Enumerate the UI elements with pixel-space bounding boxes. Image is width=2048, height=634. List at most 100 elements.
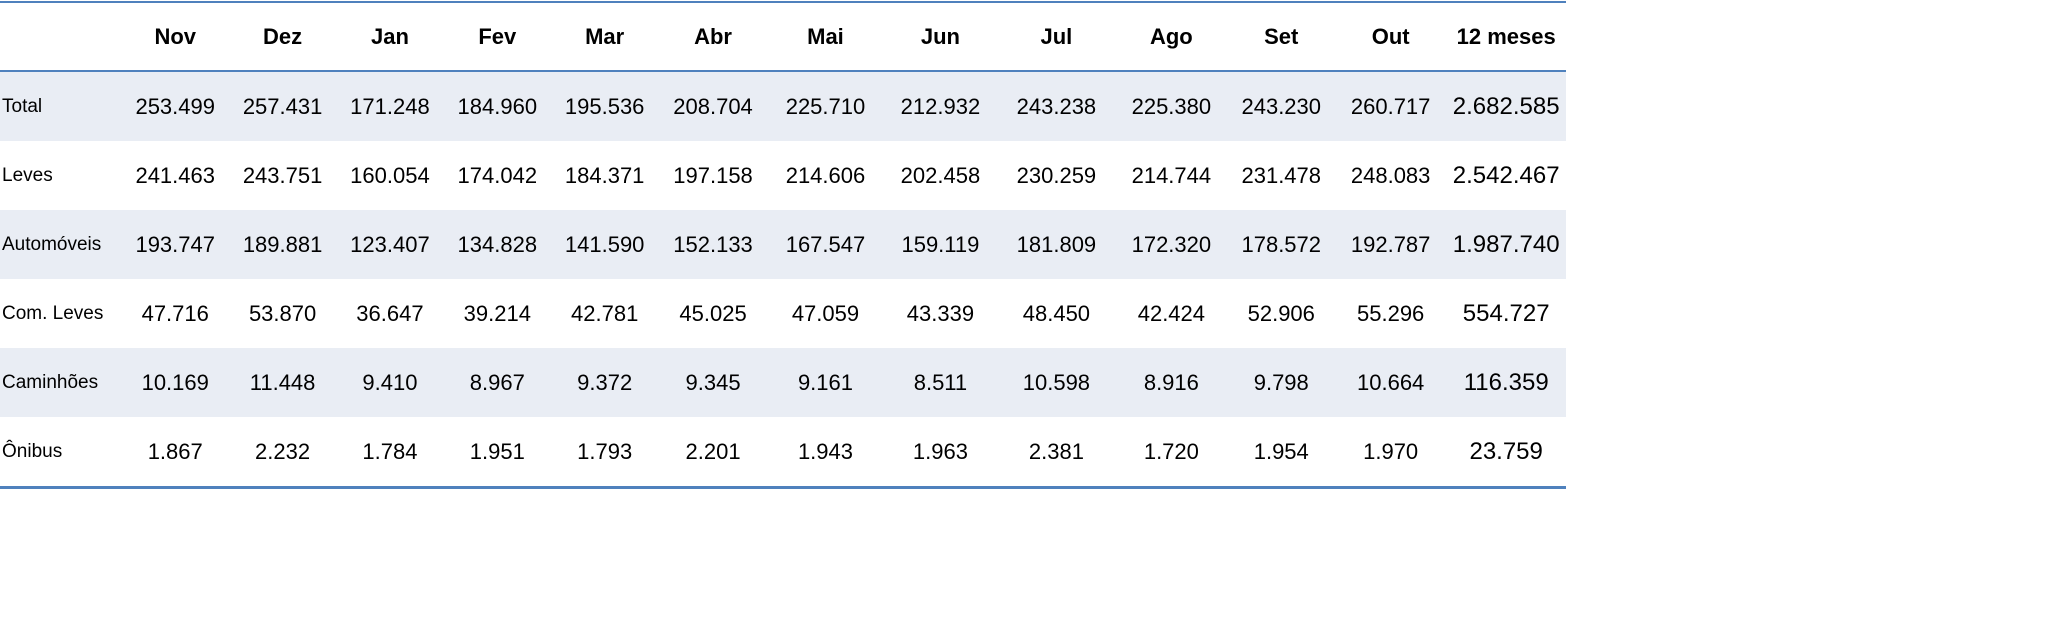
value-cell: 212.932	[900, 93, 981, 119]
value-cell: 47.716	[141, 300, 209, 326]
row-label: Total	[2, 95, 43, 117]
value-cell: 160.054	[350, 162, 430, 188]
value-cell: 48.450	[1022, 300, 1091, 326]
value-cell: 42.781	[571, 300, 639, 326]
value-cell: 253.499	[135, 93, 215, 119]
value-cell: 134.828	[457, 231, 538, 257]
value-cell: 43.339	[906, 300, 975, 326]
column-header: Out	[1334, 2, 1447, 72]
row-label: Com. Leves	[2, 302, 104, 324]
value-cell: 225.380	[1131, 93, 1212, 119]
header-row: Nov Dez Jan Fev Mar Abr Mai Jun Jul Ago Set Out 12 m…	[0, 2, 1566, 72]
table-row: Leves 241.463 243.751 160.054 174.042 184.371…	[0, 141, 1566, 210]
table-row: Ônibus 1.867 2.232 1.784 1.951 1.793 2.201 1.94…	[0, 417, 1566, 488]
value-cell: 1.963	[912, 438, 968, 464]
value-cell: 55.296	[1357, 300, 1425, 326]
value-cell: 1.943	[797, 438, 853, 464]
value-cell: 47.059	[791, 300, 860, 326]
column-header: Nov	[121, 2, 229, 72]
value-cell: 1.970	[1363, 438, 1419, 464]
value-cell: 10.598	[1022, 369, 1091, 395]
value-cell: 159.119	[901, 231, 980, 257]
value-cell: 260.717	[1350, 93, 1431, 119]
value-cell: 1.954	[1253, 438, 1309, 464]
row-label: Ônibus	[2, 440, 63, 462]
value-cell: 10.169	[141, 369, 209, 395]
value-cell: 45.025	[679, 300, 747, 326]
value-cell: 9.372	[577, 369, 633, 395]
value-cell: 11.448	[249, 369, 316, 395]
value-cell: 9.161	[797, 369, 853, 395]
row-label: Automóveis	[2, 233, 102, 255]
value-cell: 184.371	[564, 162, 645, 188]
value-cell: 53.870	[248, 300, 317, 326]
value-cell: 214.744	[1131, 162, 1212, 188]
value-cell: 9.410	[362, 369, 418, 395]
value-cell: 9.345	[685, 369, 741, 395]
value-cell: 193.747	[135, 231, 215, 257]
value-cell: 231.478	[1241, 162, 1322, 188]
value-cell: 152.133	[673, 231, 753, 257]
table-row: Total 253.499 257.431 171.248 184.960 195.536…	[0, 71, 1566, 141]
column-header: Abr	[658, 2, 768, 72]
value-cell: 2.381	[1028, 438, 1084, 464]
column-header: Mar	[550, 2, 659, 72]
value-cell: 178.572	[1241, 231, 1322, 257]
value-cell: 243.238	[1016, 93, 1097, 119]
column-header: Jun	[883, 2, 998, 72]
row-label: Caminhões	[2, 371, 99, 393]
value-cell: 248.083	[1350, 162, 1431, 188]
value-cell: 243.751	[242, 162, 323, 188]
value-cell: 39.214	[463, 300, 531, 326]
total-cell: 554.727	[1462, 299, 1550, 327]
value-cell: 8.967	[469, 369, 525, 395]
value-cell: 195.536	[564, 93, 645, 119]
value-cell: 1.784	[362, 438, 418, 464]
value-cell: 192.787	[1350, 231, 1431, 257]
value-cell: 141.590	[564, 231, 645, 257]
total-cell: 1.987.740	[1452, 230, 1560, 258]
value-cell: 10.664	[1357, 369, 1425, 395]
value-cell: 184.960	[457, 93, 538, 119]
value-cell: 230.259	[1016, 162, 1097, 188]
corner-cell	[0, 2, 122, 72]
total-cell: 116.359	[1463, 368, 1549, 396]
value-cell: 214.606	[785, 162, 866, 188]
value-cell: 1.793	[577, 438, 633, 464]
total-cell: 2.682.585	[1452, 92, 1560, 120]
total-cell: 23.759	[1469, 437, 1543, 465]
data-table: Nov Dez Jan Fev Mar Abr Mai Jun Jul Ago Set Out 12 m…	[0, 1, 1566, 489]
value-cell: 241.463	[135, 162, 215, 188]
column-header: Dez	[228, 2, 337, 72]
value-cell: 167.547	[785, 231, 866, 257]
value-cell: 52.906	[1247, 300, 1315, 326]
column-header: 12 meses	[1446, 2, 1566, 72]
value-cell: 174.042	[457, 162, 538, 188]
value-cell: 1.720	[1143, 438, 1199, 464]
table-row: Com. Leves 47.716 53.870 36.647 39.214 42.781…	[0, 279, 1566, 348]
value-cell: 181.809	[1016, 231, 1097, 257]
value-cell: 2.232	[255, 438, 311, 464]
value-cell: 171.248	[350, 93, 430, 119]
value-cell: 225.710	[785, 93, 866, 119]
value-cell: 172.320	[1131, 231, 1212, 257]
table-body: Total 253.499 257.431 171.248 184.960 195.536…	[0, 71, 1566, 488]
column-header: Fev	[443, 2, 551, 72]
value-cell: 243.230	[1241, 93, 1322, 119]
table-row: Automóveis 193.747 189.881 123.407 134.828 14…	[0, 210, 1566, 279]
value-cell: 189.881	[242, 231, 323, 257]
value-cell: 197.158	[673, 162, 753, 188]
value-cell: 8.916	[1143, 369, 1199, 395]
value-cell: 42.424	[1137, 300, 1206, 326]
column-header: Jul	[997, 2, 1116, 72]
value-cell: 208.704	[673, 93, 753, 119]
value-cell: 1.951	[469, 438, 525, 464]
row-label: Leves	[2, 164, 53, 186]
value-cell: 202.458	[900, 162, 981, 188]
table-row: Caminhões 10.169 11.448 9.410 8.967 9.372 9.34…	[0, 348, 1566, 417]
value-cell: 36.647	[356, 300, 424, 326]
value-cell: 8.511	[913, 369, 968, 395]
column-header: Ago	[1115, 2, 1228, 72]
column-header: Mai	[767, 2, 884, 72]
